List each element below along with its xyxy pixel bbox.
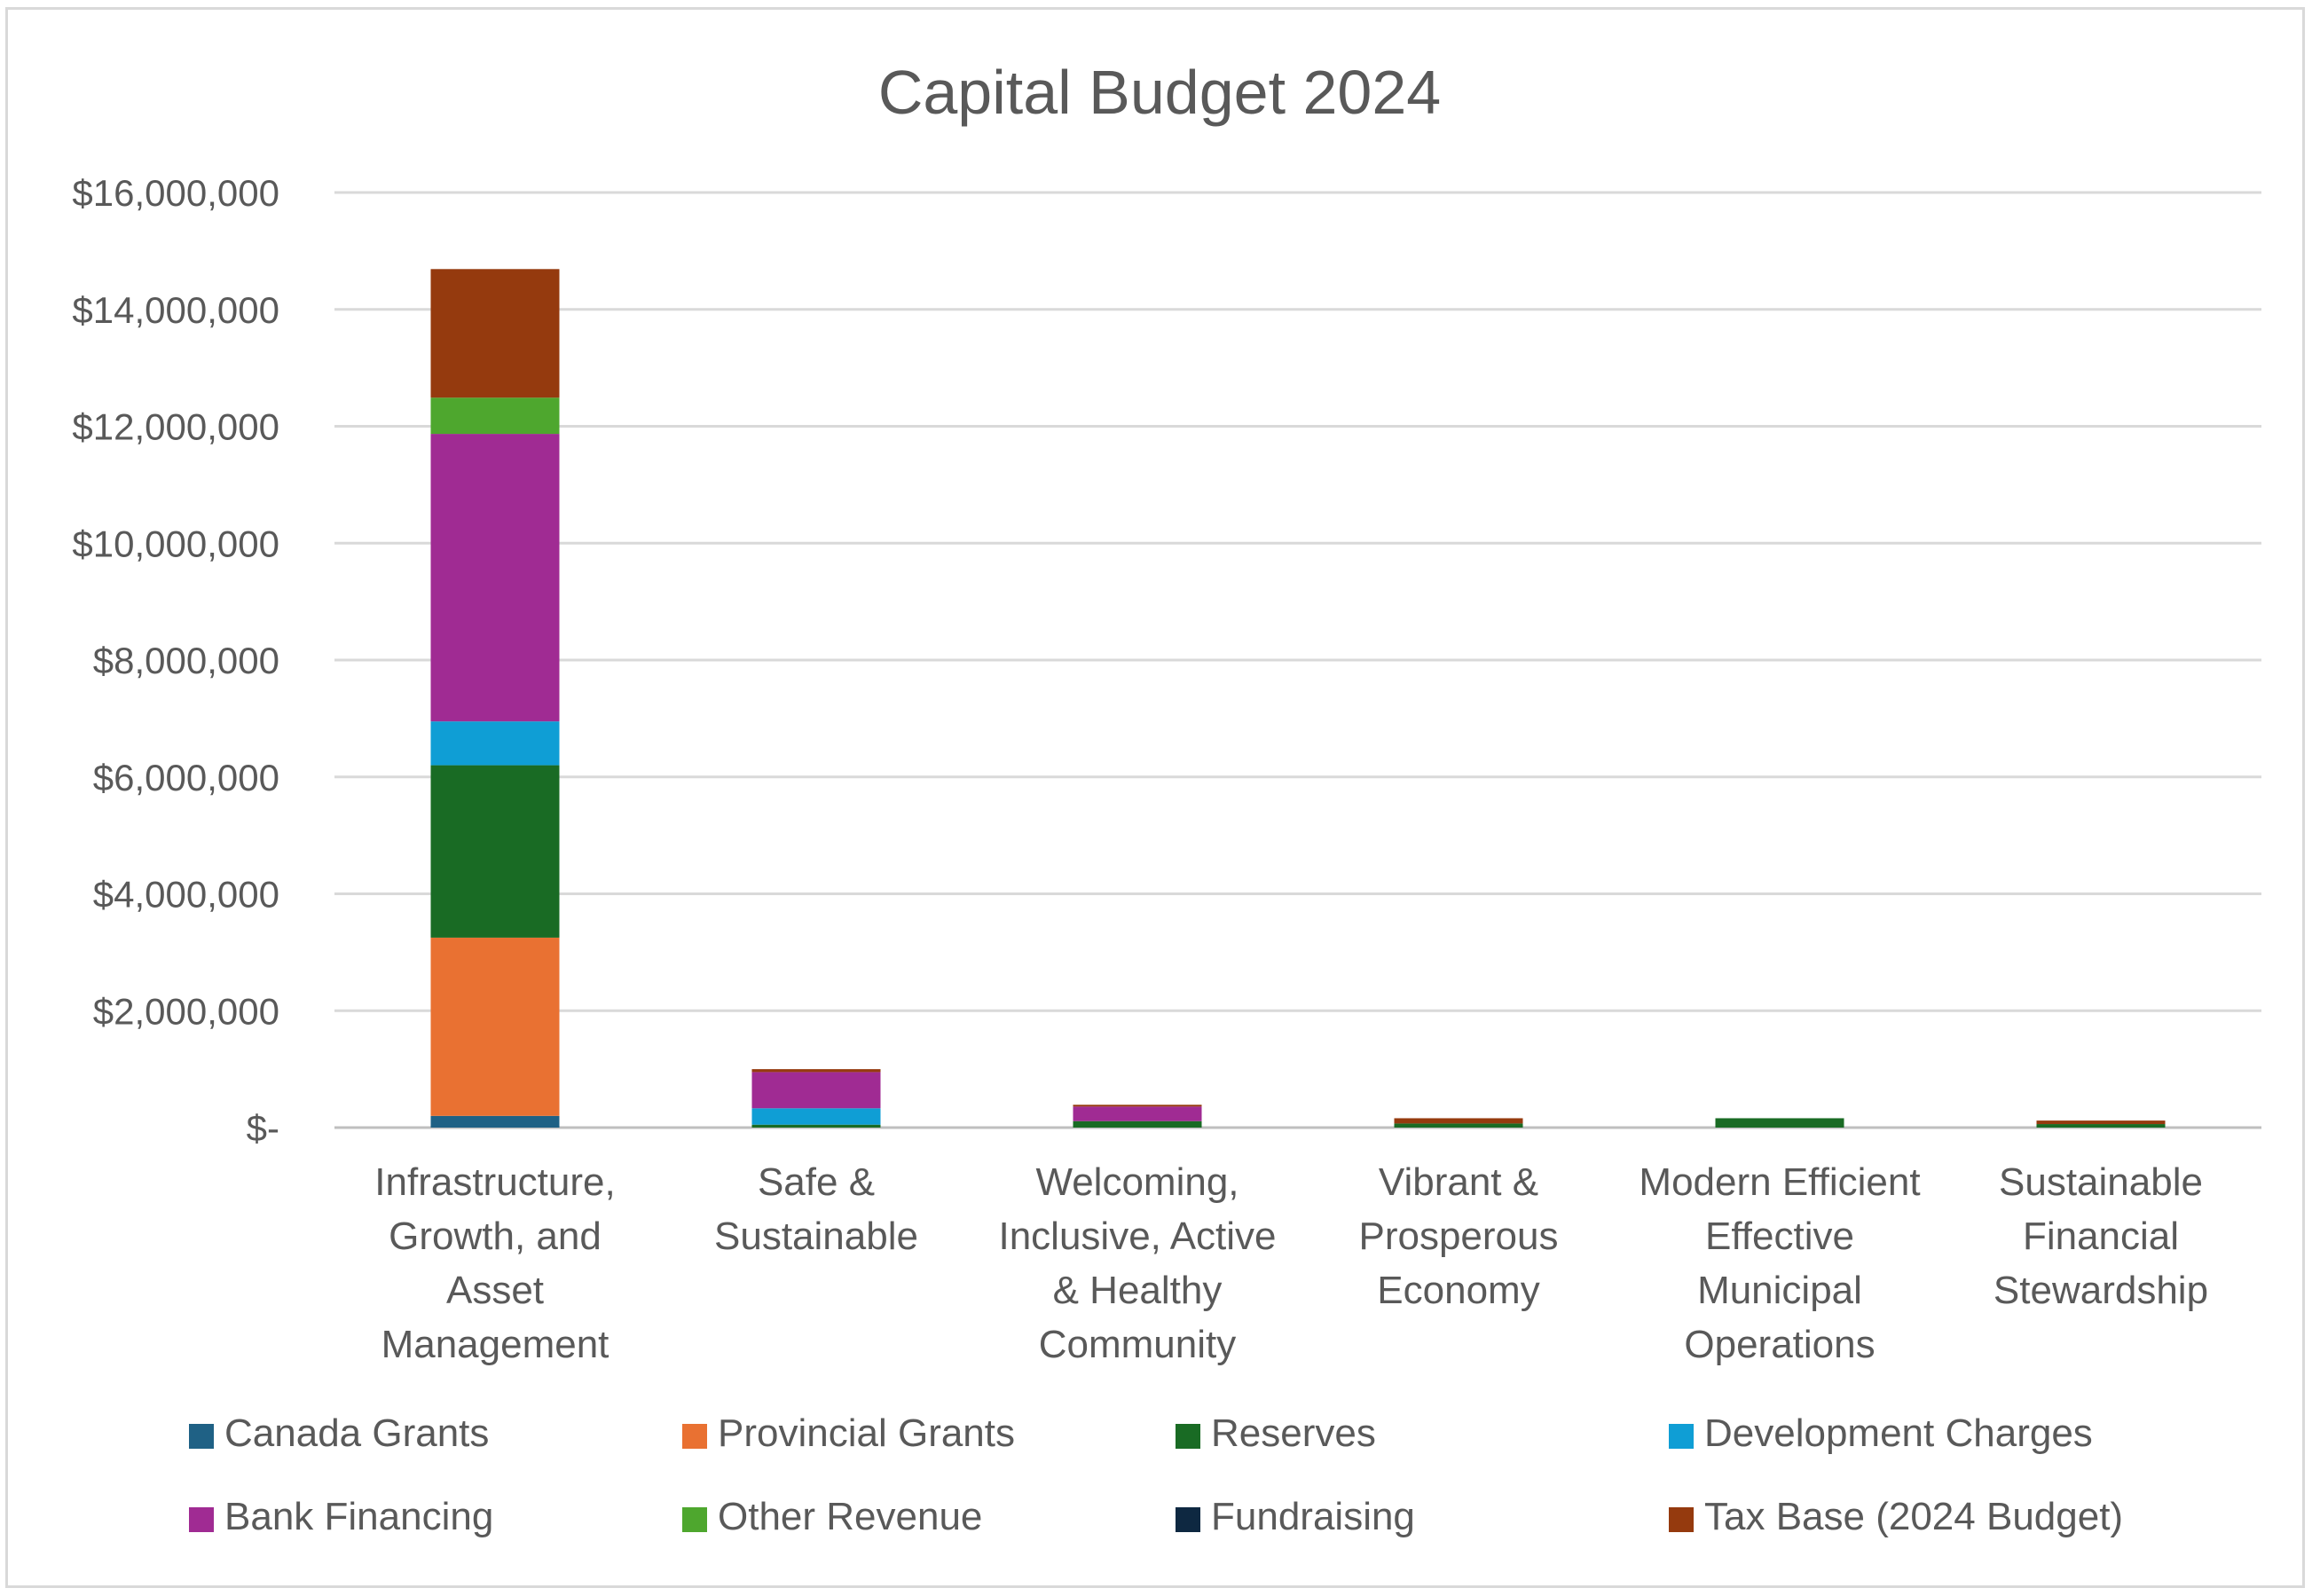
legend-label: Development Charges [1704, 1411, 2093, 1455]
legend-label: Canada Grants [224, 1411, 489, 1455]
bar-segment-bank-financing [751, 1072, 881, 1109]
bar-segment-tax-base-2024-budget [1073, 1105, 1202, 1107]
x-tick-label: & Healthy [1053, 1269, 1223, 1312]
bar-segment-tax-base-2024-budget [1394, 1118, 1523, 1124]
bar-segment-provincial-grants [430, 937, 560, 1116]
legend-swatch [1176, 1507, 1200, 1532]
bar-segment-reserves [1394, 1123, 1523, 1128]
x-tick-label: Financial [2023, 1215, 2179, 1258]
bar-segment-tax-base-2024-budget [2036, 1120, 2166, 1125]
x-tick-label: Economy [1377, 1269, 1539, 1312]
bar-segment-reserves [1073, 1120, 1202, 1128]
x-tick-label: Vibrant & [1379, 1160, 1538, 1204]
y-tick-label: $4,000,000 [93, 874, 279, 916]
bar-layer [430, 269, 2166, 1128]
x-tick-label: Modern Efficient [1639, 1160, 1920, 1204]
x-tick-label: Municipal [1697, 1269, 1862, 1312]
bar-segment-canada-grants [430, 1115, 560, 1128]
y-tick-label: $- [247, 1107, 279, 1149]
legend-label: Bank Financing [224, 1495, 493, 1538]
legend-label: Fundraising [1211, 1495, 1415, 1538]
y-tick-label: $12,000,000 [72, 406, 279, 448]
bar-segment-development-charges [751, 1108, 881, 1125]
bar-segment-other-revenue [430, 397, 560, 435]
legend-swatch [1669, 1424, 1694, 1449]
x-tick-label: Management [381, 1323, 609, 1366]
legend-swatch [682, 1507, 707, 1532]
x-tick-label: Welcoming, [1035, 1160, 1239, 1204]
bar-segment-development-charges [430, 721, 560, 766]
y-tick-label: $16,000,000 [72, 172, 279, 214]
y-axis-tick-labels: $- $2,000,000 $4,000,000 $6,000,000 $8,000,0… [72, 172, 279, 1149]
x-tick-label: Stewardship [1994, 1269, 2208, 1312]
legend-swatch [189, 1507, 214, 1532]
x-tick-label: Inclusive, Active [998, 1215, 1276, 1258]
x-tick-label: Sustainable [714, 1215, 918, 1258]
x-tick-label: Asset [446, 1269, 544, 1312]
legend: Canada Grants Provincial Grants Reserves De… [189, 1411, 2123, 1538]
x-tick-label: Community [1039, 1323, 1237, 1366]
y-tick-label: $8,000,000 [93, 640, 279, 681]
legend-label: Tax Base (2024 Budget) [1704, 1495, 2123, 1538]
y-tick-label: $10,000,000 [72, 523, 279, 564]
legend-swatch [1669, 1507, 1694, 1532]
y-tick-label: $6,000,000 [93, 757, 279, 798]
legend-label: Provincial Grants [718, 1411, 1015, 1455]
x-tick-label: Operations [1684, 1323, 1875, 1366]
x-tick-label: Growth, and [389, 1215, 602, 1258]
bar-segment-reserves [751, 1124, 881, 1128]
legend-swatch [1176, 1424, 1200, 1449]
grid-layer [334, 191, 2261, 1129]
bar-segment-tax-base-2024-budget [751, 1069, 881, 1073]
chart-frame: Capital Budget 2024 $- $2,000,000 $4,000,0… [5, 7, 2305, 1588]
legend-swatch [189, 1424, 214, 1449]
legend-label: Reserves [1211, 1411, 1376, 1455]
y-tick-label: $14,000,000 [72, 289, 279, 331]
chart-svg: Capital Budget 2024 $- $2,000,000 $4,000,0… [72, 58, 2261, 1538]
bar-segment-bank-financing [1073, 1106, 1202, 1121]
bar-segment-reserves [2036, 1124, 2166, 1128]
bar-segment-reserves [1715, 1118, 1844, 1128]
x-tick-label: Effective [1705, 1215, 1854, 1258]
x-tick-label: Infrastructure, [374, 1160, 615, 1204]
bar-segment-tax-base-2024-budget [430, 269, 560, 398]
x-tick-label: Prosperous [1358, 1215, 1558, 1258]
bar-segment-reserves [430, 765, 560, 938]
legend-label: Other Revenue [718, 1495, 982, 1538]
y-tick-label: $2,000,000 [93, 990, 279, 1032]
x-tick-label: Sustainable [1999, 1160, 2203, 1204]
legend-swatch [682, 1424, 707, 1449]
chart-title: Capital Budget 2024 [878, 58, 1441, 127]
x-axis-tick-labels: Infrastructure, Growth, and Asset Managemen… [374, 1160, 2208, 1366]
bar-segment-bank-financing [430, 434, 560, 722]
x-tick-label: Safe & [758, 1160, 875, 1204]
